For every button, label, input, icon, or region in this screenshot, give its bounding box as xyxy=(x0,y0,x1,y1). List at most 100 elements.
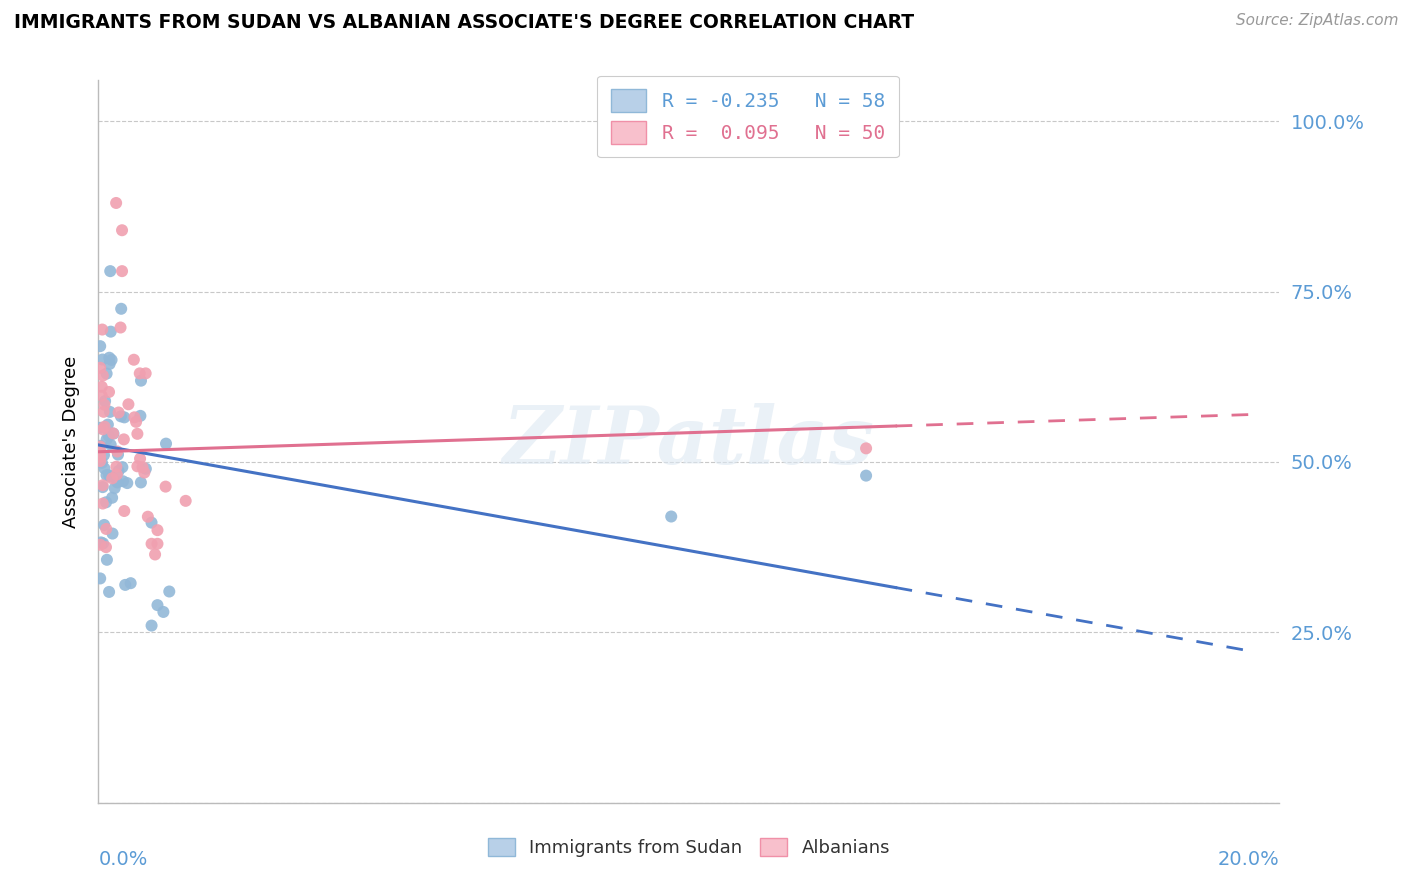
Point xyxy=(93,517,115,532)
Point xyxy=(101,491,124,505)
Point xyxy=(105,467,128,482)
Point xyxy=(107,405,129,419)
Point xyxy=(129,374,152,388)
Point xyxy=(100,352,122,367)
Point xyxy=(143,548,166,562)
Point xyxy=(98,351,121,365)
Point xyxy=(124,410,146,425)
Point xyxy=(112,433,135,447)
Point xyxy=(101,426,124,441)
Point xyxy=(93,419,115,434)
Point xyxy=(107,464,129,478)
Point xyxy=(155,436,177,450)
Point xyxy=(91,422,114,436)
Point xyxy=(94,495,117,509)
Point xyxy=(174,493,197,508)
Text: 20.0%: 20.0% xyxy=(1218,850,1279,869)
Point xyxy=(110,320,132,334)
Point xyxy=(111,460,134,475)
Point xyxy=(90,380,112,394)
Point xyxy=(112,504,135,518)
Point xyxy=(93,461,115,475)
Point xyxy=(125,415,148,429)
Point xyxy=(100,438,122,452)
Point xyxy=(135,367,157,381)
Point xyxy=(89,450,111,464)
Point xyxy=(98,585,121,599)
Point xyxy=(91,536,114,550)
Point xyxy=(127,426,149,441)
Point xyxy=(105,444,128,458)
Point xyxy=(91,480,114,494)
Legend: Immigrants from Sudan, Albanians: Immigrants from Sudan, Albanians xyxy=(478,829,900,866)
Point xyxy=(157,584,180,599)
Point xyxy=(89,360,111,375)
Point xyxy=(141,516,163,530)
Point xyxy=(96,468,118,483)
Point xyxy=(659,509,682,524)
Point xyxy=(105,196,128,211)
Point xyxy=(90,389,112,403)
Point xyxy=(110,409,132,424)
Point xyxy=(94,394,117,409)
Point xyxy=(98,384,121,399)
Point xyxy=(89,440,111,454)
Point xyxy=(146,523,169,537)
Point xyxy=(855,468,877,483)
Point xyxy=(107,448,129,462)
Point xyxy=(105,459,128,474)
Point xyxy=(97,429,120,443)
Point xyxy=(117,397,139,411)
Point xyxy=(141,537,163,551)
Point xyxy=(855,442,877,456)
Point xyxy=(91,456,114,470)
Point xyxy=(128,367,150,381)
Point xyxy=(91,497,114,511)
Point xyxy=(94,540,117,554)
Point xyxy=(91,352,114,367)
Point xyxy=(89,439,111,453)
Point xyxy=(141,618,163,632)
Point xyxy=(134,466,156,480)
Point xyxy=(101,526,124,541)
Point xyxy=(131,460,153,475)
Point xyxy=(111,223,134,237)
Point xyxy=(129,451,152,466)
Point xyxy=(98,468,121,483)
Point xyxy=(96,433,118,447)
Point xyxy=(135,462,157,476)
Point xyxy=(111,264,134,278)
Text: 0.0%: 0.0% xyxy=(98,850,148,869)
Point xyxy=(97,417,120,432)
Point xyxy=(100,325,122,339)
Point xyxy=(98,264,121,278)
Point xyxy=(96,367,118,381)
Point xyxy=(90,535,112,549)
Point xyxy=(98,357,121,371)
Point xyxy=(105,475,128,490)
Point xyxy=(89,454,111,468)
Point xyxy=(93,398,115,412)
Point xyxy=(103,426,125,441)
Point xyxy=(122,352,145,367)
Point xyxy=(114,578,136,592)
Point xyxy=(89,538,111,552)
Point xyxy=(96,522,118,536)
Point xyxy=(89,571,111,585)
Point xyxy=(155,480,177,494)
Y-axis label: Associate's Degree: Associate's Degree xyxy=(62,355,80,528)
Point xyxy=(100,469,122,483)
Point xyxy=(93,405,115,419)
Point xyxy=(93,448,115,462)
Point xyxy=(111,475,134,489)
Point xyxy=(101,471,124,485)
Point xyxy=(91,322,114,336)
Point xyxy=(117,476,139,491)
Point xyxy=(91,368,114,383)
Point xyxy=(91,478,114,492)
Point xyxy=(89,421,111,435)
Point xyxy=(89,339,111,353)
Point xyxy=(112,410,135,425)
Point xyxy=(129,409,152,423)
Point xyxy=(129,475,152,490)
